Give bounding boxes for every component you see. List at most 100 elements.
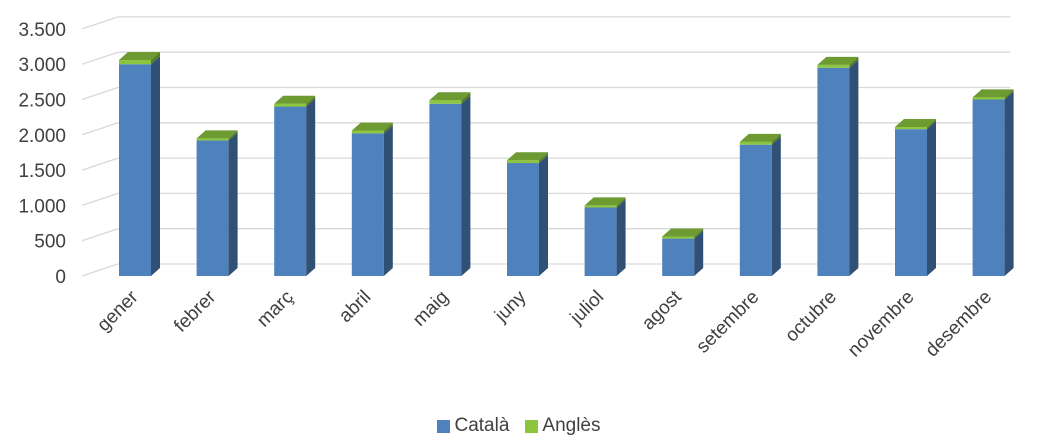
bar-top — [274, 95, 316, 104]
bar-angles-side — [849, 56, 859, 68]
bar-catala-front — [119, 64, 151, 276]
y-tick-label: 1.500 — [18, 161, 66, 182]
y-tick-label: 2.000 — [18, 126, 66, 147]
bar-catala-side — [849, 59, 859, 277]
x-tick-label: juny — [490, 286, 531, 327]
bar-catala-side — [1004, 91, 1014, 276]
x-tick-label: febrer — [170, 286, 220, 336]
x-tick-label: desembre — [922, 287, 997, 362]
bar-catala-front — [429, 103, 462, 277]
bar-catala-front — [817, 67, 850, 276]
bar-angles-side — [539, 152, 548, 164]
y-tick-label: 3.000 — [18, 55, 66, 76]
bar-top — [429, 92, 471, 101]
bar-catala-side — [306, 98, 316, 276]
x-tick-label: novembre — [844, 287, 919, 362]
x-tick-label: abril — [335, 287, 375, 327]
bar-catala-front — [662, 238, 695, 276]
legend-label-catala: Català — [454, 415, 510, 436]
gridline-diag — [81, 192, 119, 207]
bar-top — [584, 197, 626, 206]
bar-top — [739, 133, 781, 142]
y-tick-label: 2.500 — [18, 91, 66, 112]
bar-angles-side — [616, 197, 626, 208]
bar-angles-front — [739, 141, 772, 145]
y-tick-label: 0 — [55, 267, 66, 288]
bar-top — [119, 51, 160, 60]
y-tick-label: 1.000 — [18, 196, 66, 217]
bar-top — [196, 130, 238, 139]
y-tick-label: 3.500 — [18, 20, 66, 41]
legend-label-angles: Anglès — [542, 415, 601, 436]
bar-catala-front — [351, 133, 384, 276]
gridline-diag — [81, 86, 119, 101]
gridline-diag — [81, 228, 119, 242]
bar-angles-front — [351, 130, 384, 134]
bar-angles-front — [817, 64, 850, 68]
bar-top — [507, 152, 548, 161]
bar-catala-side — [461, 95, 471, 277]
bar-catala-side — [694, 230, 704, 276]
y-tick-label: 500 — [34, 232, 66, 253]
gridline-diag — [81, 122, 119, 136]
bar-catala-front — [507, 163, 539, 276]
x-tick-label: agost — [638, 286, 686, 334]
bar-angles-front — [507, 160, 539, 164]
bar-top — [972, 89, 1014, 98]
x-tick-label: maig — [409, 287, 453, 331]
bar-catala-side — [228, 132, 238, 276]
bars — [119, 51, 1014, 277]
legend-swatch-angles — [525, 419, 539, 433]
gridline-diag — [81, 157, 119, 171]
bar-top — [351, 122, 393, 131]
legend: Català Anglès — [0, 415, 1038, 437]
bar-angles-side — [461, 92, 471, 104]
bar-angles-front — [196, 138, 229, 141]
y-axis-tick-labels: 0 500 1.000 1.500 2.000 2.500 3.000 3.500 — [18, 20, 66, 288]
bar-angles-side — [1004, 89, 1014, 100]
bar-angles-side — [771, 133, 781, 145]
bar-top — [895, 119, 936, 128]
bar-angles-side — [383, 122, 393, 134]
bar-angles-side — [306, 95, 316, 107]
bar-angles-side — [694, 228, 704, 239]
bar-angles-front — [972, 97, 1005, 100]
x-tick-label: març — [253, 287, 298, 332]
bar-angles-side — [927, 119, 936, 130]
legend-item-catala: Català — [437, 415, 509, 437]
bar-catala-front — [196, 140, 229, 276]
x-tick-label: gener — [93, 286, 143, 336]
bar-angles-front — [429, 100, 462, 104]
bar-catala-front — [584, 207, 617, 276]
bar-catala-front — [972, 99, 1005, 276]
bar-angles-front — [662, 236, 695, 239]
bar-catala-front — [739, 144, 772, 276]
gridline-diag — [81, 51, 119, 65]
bar-catala-side — [616, 199, 626, 276]
bar-catala-side — [539, 155, 548, 276]
gridline-diag — [81, 16, 119, 30]
x-tick-label: setembre — [692, 287, 763, 358]
bar-top — [817, 56, 859, 65]
bar-angles-front — [895, 127, 927, 130]
bar-angles-side — [151, 51, 160, 65]
bar-top — [662, 228, 704, 237]
bar-catala-side — [927, 121, 936, 276]
gridlines — [81, 16, 1010, 277]
x-tick-label: juliol — [566, 287, 608, 329]
bar-catala-side — [771, 136, 781, 276]
bar-angles-front — [119, 59, 151, 65]
bar-catala-front — [274, 106, 307, 276]
bar-catala-front — [895, 129, 927, 276]
bar-catala-side — [383, 125, 393, 276]
gridline-diag — [81, 263, 119, 277]
bar-angles-front — [274, 103, 307, 107]
bar-catala-side — [151, 56, 160, 277]
x-axis-tick-labels: gener febrer març abril maig juny juliol agost s… — [93, 286, 996, 361]
legend-item-angles: Anglès — [525, 415, 601, 437]
bar-angles-front — [584, 205, 617, 208]
x-tick-label: octubre — [781, 287, 841, 347]
legend-swatch-catala — [437, 419, 451, 433]
bar-angles-side — [228, 130, 238, 141]
